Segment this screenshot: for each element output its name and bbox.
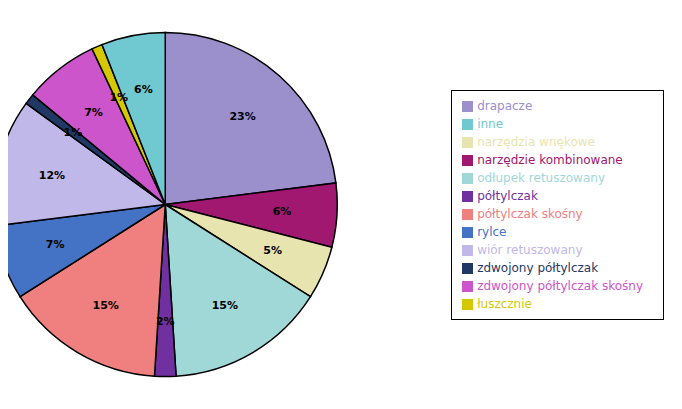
html-text:inne: inne: [477, 116, 504, 131]
html-text:drapacze: drapacze: [477, 98, 533, 113]
html-text:wiór retuszowany: wiór retuszowany: [477, 242, 583, 257]
svg-text:15%: 15%: [212, 299, 238, 312]
html-text:rylce: rylce: [477, 224, 507, 239]
svg-text:7%: 7%: [46, 238, 65, 251]
svg-text:6%: 6%: [134, 83, 153, 96]
html-text:zdwojony półtylczak: zdwojony półtylczak: [477, 260, 599, 275]
svg-text:1%: 1%: [109, 91, 128, 104]
svg-text:12%: 12%: [39, 169, 65, 182]
svg-text:5%: 5%: [263, 244, 282, 257]
svg-text:6%: 6%: [273, 205, 292, 218]
svg-text:2%: 2%: [156, 315, 175, 328]
html-text:zdwojony półtylczak skośny: zdwojony półtylczak skośny: [477, 278, 643, 293]
html-text:łuszcznie: łuszcznie: [477, 296, 532, 311]
svg-text:7%: 7%: [84, 106, 103, 119]
html-text:narzędzie kombinowane: narzędzie kombinowane: [477, 152, 623, 167]
svg-text:23%: 23%: [229, 110, 255, 123]
html-text:półtylczak skośny: półtylczak skośny: [477, 206, 583, 221]
html-text:półtylczak: półtylczak: [477, 188, 538, 203]
svg-text:1%: 1%: [64, 126, 83, 139]
html-text:narzędzia wnękowe: narzędzia wnękowe: [477, 134, 595, 149]
html-text:odłupek retuszowany: odłupek retuszowany: [477, 170, 605, 185]
svg-text:15%: 15%: [93, 299, 119, 312]
